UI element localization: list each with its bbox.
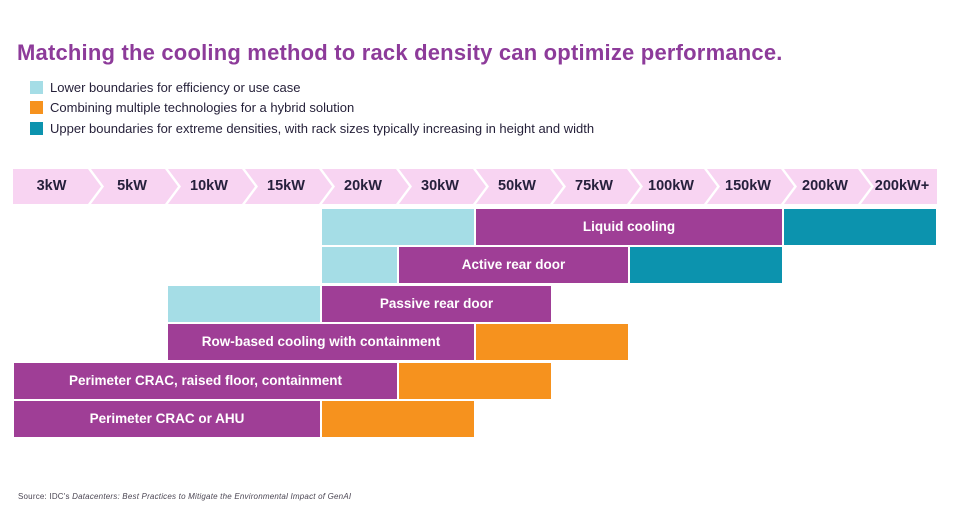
perimeter-crac-raised-floor-containment-primary-bar: Perimeter CRAC, raised floor, containmen… — [14, 363, 397, 399]
legend-item-hybrid: Combining multiple technologies for a hy… — [30, 100, 594, 115]
legend-item-upper_boundary: Upper boundaries for extreme densities, … — [30, 120, 595, 136]
axis-tick-3kW: 3kW — [36, 178, 67, 194]
liquid-cooling-primary-bar: Liquid cooling — [476, 209, 782, 245]
perimeter-crac-or-ahu-hybrid-bar — [322, 401, 474, 437]
passive-rear-door-primary-bar: Passive rear door — [322, 286, 551, 322]
row-based-cooling-with-containment-primary-bar: Row-based cooling with containment — [168, 324, 474, 360]
passive-rear-door-lower_boundary-bar — [168, 286, 320, 322]
axis-tick-5kW: 5kW — [117, 178, 147, 194]
liquid-cooling-upper_boundary-bar — [784, 209, 936, 245]
rack-density-cooling-chart: 3kW 5kW 10kW 15kW 20kW 30kW 50kW 75kW 100kW 150kW… — [13, 169, 937, 439]
axis-tick-200kW+: 200kW+ — [874, 178, 930, 194]
axis-tick-200kW: 200kW — [802, 178, 848, 194]
perimeter-crac-raised-floor-containment-hybrid-bar — [399, 363, 551, 399]
density-axis-band: 3kW 5kW 10kW 15kW 20kW 30kW 50kW 75kW 100kW 150kW… — [13, 169, 937, 204]
row-based-cooling-with-containment-hybrid-bar — [476, 324, 628, 360]
axis-tick-15kW: 15kW — [267, 178, 305, 194]
legend-label: Upper boundaries for extreme densities, … — [50, 120, 595, 136]
active-rear-door-primary-bar: Active rear door — [399, 247, 628, 283]
axis-tick-30kW: 30kW — [421, 178, 459, 194]
liquid-cooling-lower_boundary-bar — [322, 209, 474, 245]
active-rear-door-lower_boundary-bar — [322, 247, 397, 283]
perimeter-crac-or-ahu-primary-bar: Perimeter CRAC or AHU — [14, 401, 320, 437]
legend-swatch-upper_boundary — [30, 121, 43, 135]
legend-swatch-lower_boundary — [30, 80, 43, 94]
legend: Lower boundaries for efficiency or use c… — [30, 80, 594, 142]
axis-tick-20kW: 20kW — [344, 178, 382, 194]
legend-swatch-hybrid — [30, 101, 43, 114]
axis-tick-150kW: 150kW — [725, 178, 771, 194]
active-rear-door-upper_boundary-bar — [630, 247, 782, 283]
source-note: Source: IDC's Datacenters: Best Practice… — [18, 492, 351, 501]
axis-tick-10kW: 10kW — [190, 178, 228, 194]
page-title: Matching the cooling method to rack dens… — [17, 39, 783, 65]
source-report-title: Datacenters: Best Practices to Mitigate … — [72, 492, 352, 501]
axis-tick-50kW: 50kW — [498, 178, 536, 194]
legend-item-lower_boundary: Lower boundaries for efficiency or use c… — [30, 79, 594, 95]
source-prefix: Source: IDC's — [18, 492, 73, 501]
legend-label: Combining multiple technologies for a hy… — [50, 100, 355, 115]
axis-tick-75kW: 75kW — [575, 178, 613, 194]
legend-label: Lower boundaries for efficiency or use c… — [50, 79, 301, 95]
axis-tick-100kW: 100kW — [648, 178, 694, 194]
cooling-method-bars: Liquid cooling Active rear door Passive re… — [13, 169, 937, 439]
